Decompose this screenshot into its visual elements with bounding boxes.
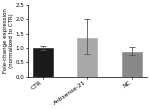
Y-axis label: Fole-change expression
(normalized to CTR): Fole-change expression (normalized to CT… (3, 8, 14, 73)
Bar (122, 52, 142, 77)
Bar (77, 38, 97, 77)
Bar (33, 48, 53, 77)
